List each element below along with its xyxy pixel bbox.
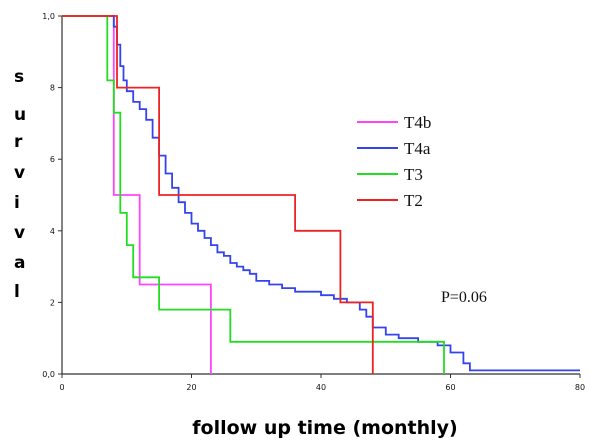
y-axis-label-letter: l [14, 282, 20, 302]
y-tick-label: 0,0 [42, 370, 55, 379]
x-tick-label: 80 [575, 383, 585, 392]
x-axis-label: follow up time (monthly) [192, 417, 457, 439]
y-axis-label-letter: r [14, 132, 23, 152]
y-axis-label-letter: s [14, 67, 24, 87]
y-axis-label-letter: v [14, 163, 25, 183]
x-tick-label: 0 [59, 383, 64, 392]
y-axis-label-letter: i [14, 193, 20, 213]
y-axis-label-letter: a [14, 253, 25, 273]
legend-label-t4b: T4b [404, 113, 431, 132]
series-line-t3 [62, 15, 445, 374]
chart-axes: 0 20 40 60 80 0,0 2 4 6 8 1,0 [42, 12, 585, 392]
y-tick-label: 4 [50, 227, 55, 236]
y-tick-label: 6 [50, 155, 55, 164]
x-tick-label: 20 [186, 383, 196, 392]
legend-label-t3: T3 [404, 165, 423, 184]
series-line-t4a [110, 15, 580, 372]
p-value-annotation: P=0.06 [441, 289, 487, 306]
series-line-t2 [62, 15, 374, 374]
x-tick-label: 40 [316, 383, 326, 392]
legend-label-t4a: T4a [404, 139, 431, 158]
legend-label-t2: T2 [404, 191, 423, 210]
chart-series [62, 15, 580, 374]
y-tick-label: 2 [50, 298, 55, 307]
x-tick-label: 60 [445, 383, 455, 392]
y-axis-label-letter: u [14, 105, 26, 125]
chart-legend: T4b T4a T3 T2 [357, 113, 431, 210]
y-axis-label-letter: v [14, 223, 25, 243]
y-tick-label: 8 [50, 84, 55, 93]
y-tick-label: 1,0 [42, 12, 55, 21]
